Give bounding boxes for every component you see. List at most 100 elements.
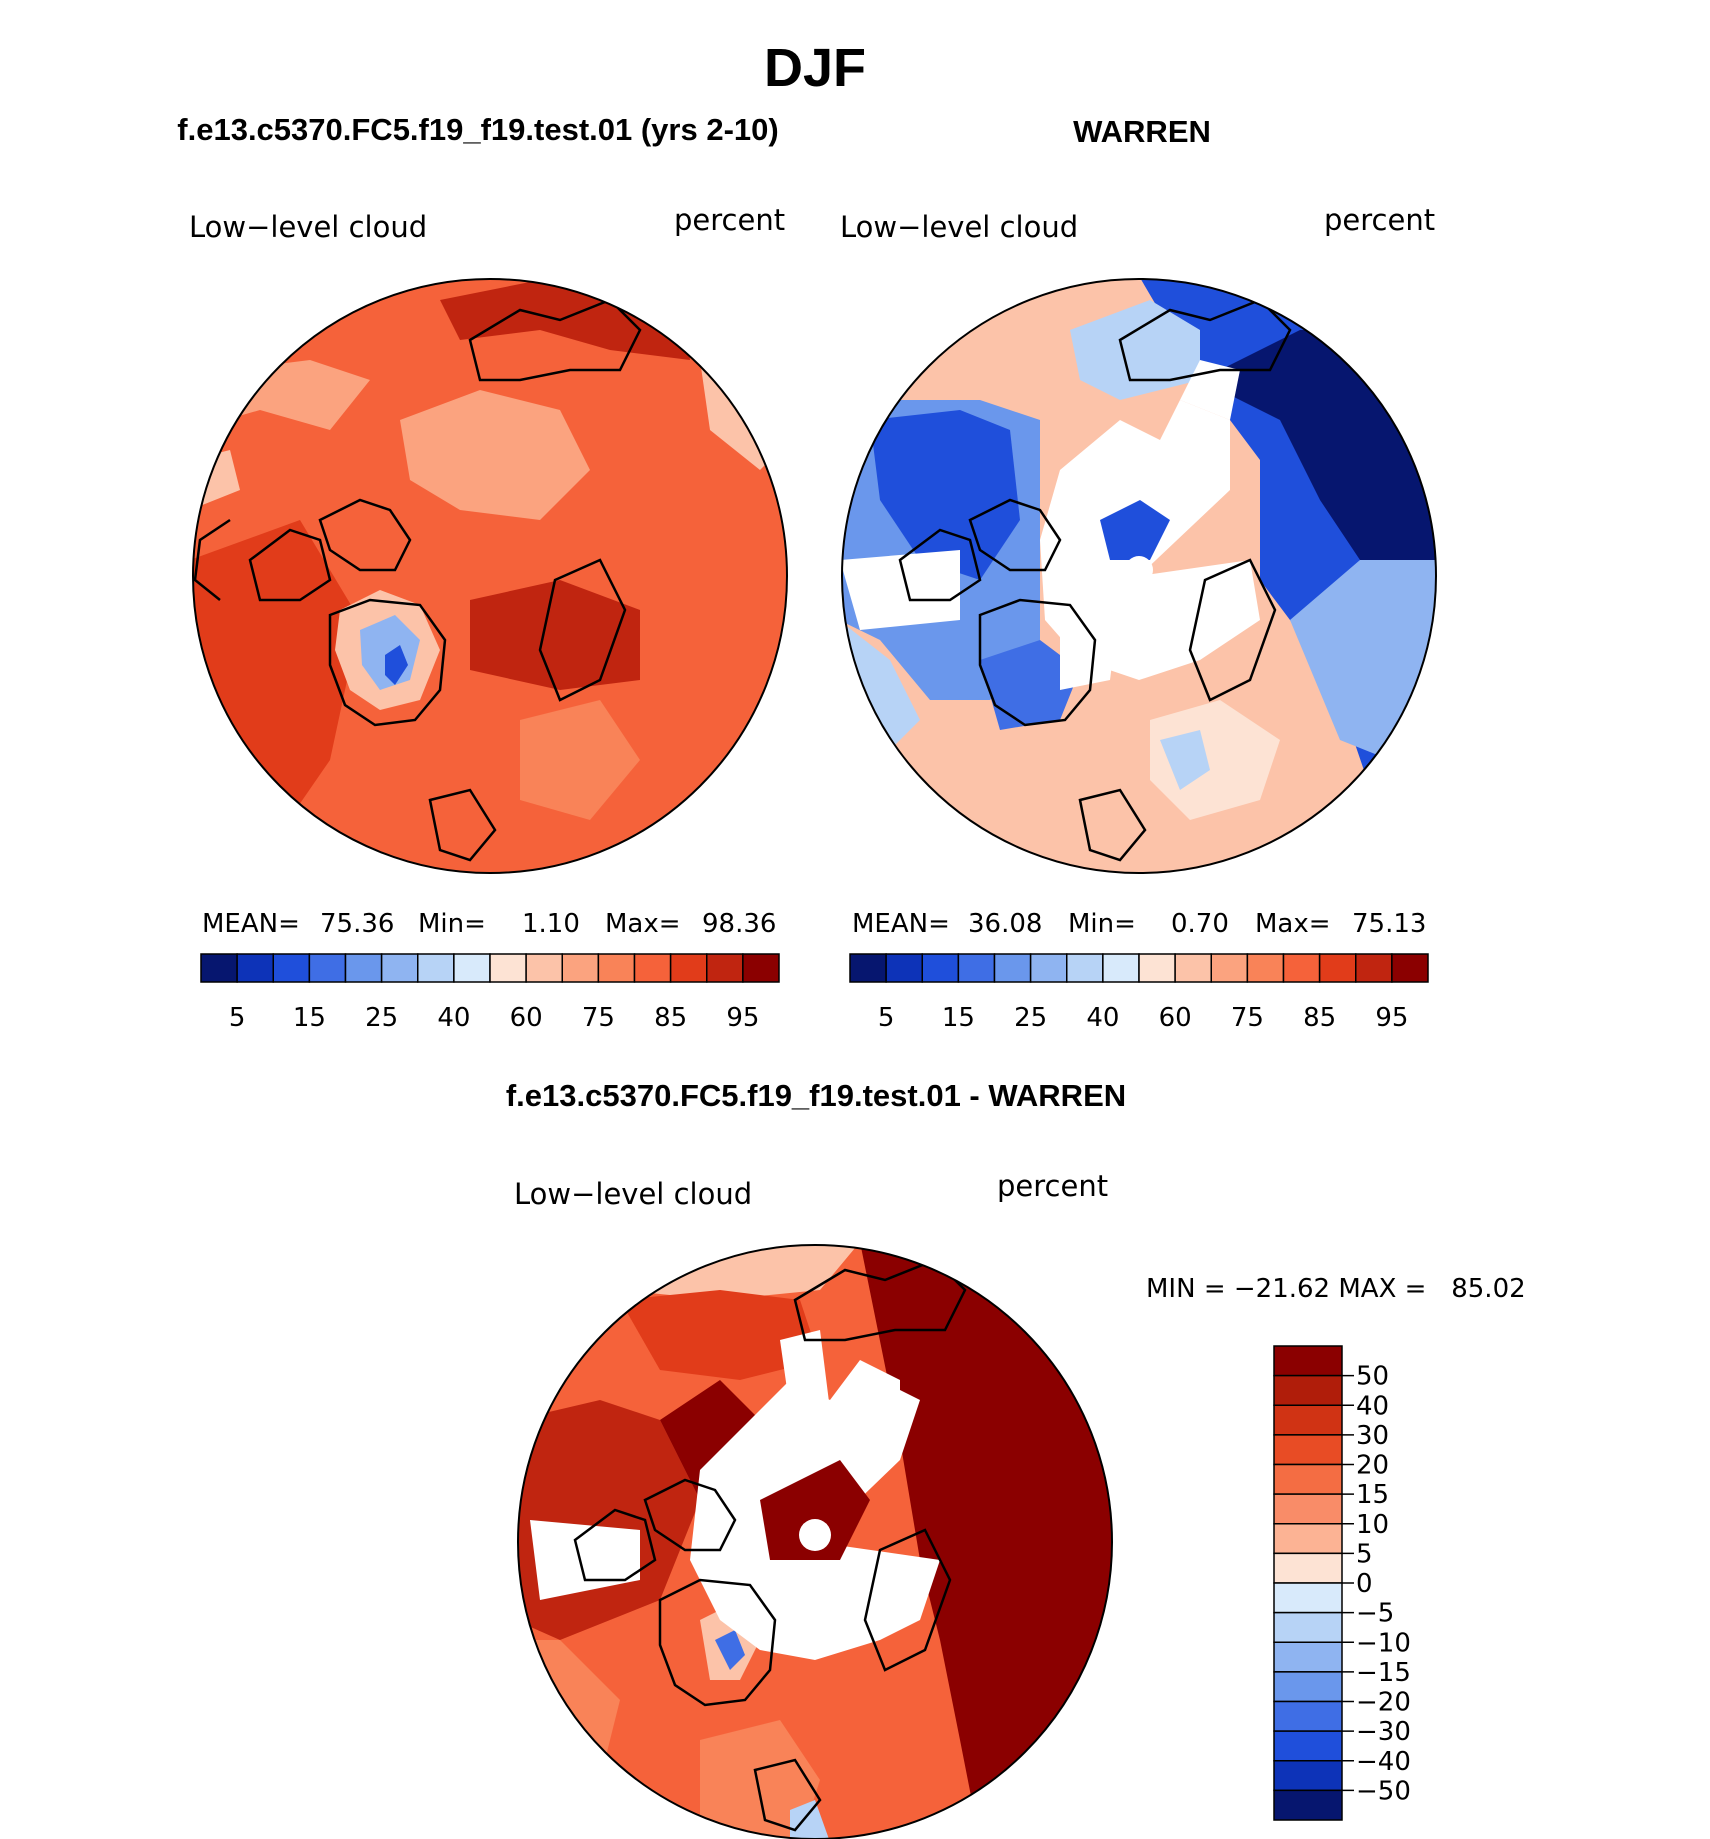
diff-stats: MIN = −21.62 MAX = 85.02 [1146, 1274, 1526, 1304]
colorbar-tick-label: 95 [726, 1003, 759, 1033]
diff-variable-label: Low−level cloud [514, 1177, 752, 1211]
colorbar-tick-label: 60 [510, 1003, 543, 1033]
colorbar-cell [200, 953, 238, 983]
colorbar-tick-label: −30 [1356, 1717, 1411, 1747]
obs-stats: MEAN= 36.08 Min= 0.70 Max= 75.13 [852, 909, 1426, 939]
colorbar-cell [597, 953, 636, 983]
colorbar-tick-label: 75 [1231, 1003, 1264, 1033]
model-map-border [192, 278, 788, 874]
colorbar-cell [1273, 1582, 1343, 1614]
model-panel-header: f.e13.c5370.FC5.f19_f19.test.01 (yrs 2-1… [177, 112, 778, 147]
obs-map [842, 279, 1436, 873]
colorbar-tick-label: 60 [1159, 1003, 1192, 1033]
colorbar-cell [849, 953, 887, 983]
colorbar-cell [921, 953, 960, 983]
colorbar-cell [489, 953, 527, 983]
colorbar-tick-label: 50 [1356, 1362, 1389, 1392]
colorbar-cell [1273, 1434, 1343, 1466]
obs-min-label: Min= [1068, 909, 1136, 939]
figure-title: DJF [764, 38, 866, 98]
obs-unit-label: percent [1324, 203, 1435, 237]
model-colorbar: 5 15 25 40 60 75 85 95 [200, 953, 780, 1033]
colorbar-tick-label: 85 [1303, 1003, 1336, 1033]
diff-unit-label: percent [997, 1169, 1108, 1203]
model-stats: MEAN= 75.36 Min= 1.10 Max= 98.36 [202, 909, 776, 939]
colorbar-tick-label: 15 [1356, 1480, 1389, 1510]
colorbar-cell [1273, 1404, 1343, 1436]
colorbar-cell [1273, 1730, 1343, 1762]
colorbar-tick-label: 30 [1356, 1421, 1389, 1451]
obs-mean-value: 36.08 [968, 909, 1042, 939]
colorbar-tick-label: −40 [1356, 1747, 1411, 1777]
colorbar-cell [1174, 953, 1212, 983]
colorbar-cell [1029, 953, 1068, 983]
colorbar-cell [1273, 1760, 1343, 1792]
colorbar-cell [1138, 953, 1176, 983]
model-min-label: Min= [418, 909, 486, 939]
colorbar-tick-label: −50 [1356, 1776, 1411, 1806]
colorbar-cell [1273, 1345, 1343, 1377]
colorbar-tick-label: 0 [1356, 1569, 1373, 1599]
colorbar-tick-label: 15 [293, 1003, 326, 1033]
obs-min-value: 0.70 [1171, 909, 1229, 939]
colorbar-tick-label: 5 [1356, 1539, 1373, 1569]
colorbar-cell [1246, 953, 1285, 983]
model-unit-label: percent [674, 203, 785, 237]
obs-colorbar: 5 15 25 40 60 75 85 95 [849, 953, 1429, 1033]
model-max-value: 98.36 [702, 909, 776, 939]
colorbar-cell [1282, 953, 1321, 983]
colorbar-tick-label: 95 [1375, 1003, 1408, 1033]
colorbar-tick-label: 15 [942, 1003, 975, 1033]
colorbar-cell [1273, 1552, 1343, 1584]
colorbar-tick-label: 5 [229, 1003, 246, 1033]
colorbar-cell [1273, 1374, 1343, 1406]
colorbar-cell [1273, 1523, 1343, 1555]
colorbar-tick-label: 40 [437, 1003, 470, 1033]
colorbar-cell [272, 953, 311, 983]
colorbar-cell [1066, 953, 1104, 983]
colorbar-cell [1273, 1493, 1343, 1525]
colorbar-cell [1273, 1611, 1343, 1643]
model-variable-label: Low−level cloud [189, 210, 427, 244]
colorbar-tick-label: −20 [1356, 1688, 1411, 1718]
colorbar-cell [993, 953, 1032, 983]
obs-max-label: Max= [1255, 909, 1331, 939]
colorbar-cell [525, 953, 563, 983]
colorbar-cell [561, 953, 600, 983]
colorbar-tick-label: 25 [1014, 1003, 1047, 1033]
obs-panel-header: WARREN [1073, 114, 1211, 149]
colorbar-cell [380, 953, 419, 983]
colorbar-tick-label: −5 [1356, 1599, 1394, 1629]
colorbar-cell [957, 953, 996, 983]
colorbar-cell [308, 953, 347, 983]
colorbar-cell [453, 953, 491, 983]
colorbar-cell [1318, 953, 1357, 983]
colorbar-cell [1210, 953, 1249, 983]
model-min-value: 1.10 [522, 909, 580, 939]
colorbar-cell [742, 953, 780, 983]
colorbar-cell [706, 953, 744, 983]
colorbar-cell [236, 953, 274, 983]
diff-panel-header: f.e13.c5370.FC5.f19_f19.test.01 - WARREN [506, 1078, 1126, 1113]
colorbar-cell [1273, 1671, 1343, 1703]
model-mean-value: 75.36 [320, 909, 394, 939]
obs-map-border [841, 278, 1437, 874]
model-mean-label: MEAN= [202, 909, 300, 939]
diff-map-border [517, 1244, 1113, 1839]
colorbar-tick-label: 85 [654, 1003, 687, 1033]
colorbar-cell [633, 953, 672, 983]
colorbar-tick-label: 75 [582, 1003, 615, 1033]
obs-mean-label: MEAN= [852, 909, 950, 939]
colorbar-cell [669, 953, 708, 983]
colorbar-cell [1355, 953, 1393, 983]
colorbar-tick-label: 5 [878, 1003, 895, 1033]
colorbar-cell [1273, 1641, 1343, 1673]
colorbar-cell [1273, 1700, 1343, 1732]
colorbar-tick-label: 40 [1356, 1391, 1389, 1421]
colorbar-tick-label: 10 [1356, 1510, 1389, 1540]
colorbar-tick-label: 20 [1356, 1451, 1389, 1481]
model-max-label: Max= [605, 909, 681, 939]
colorbar-cell [1391, 953, 1429, 983]
